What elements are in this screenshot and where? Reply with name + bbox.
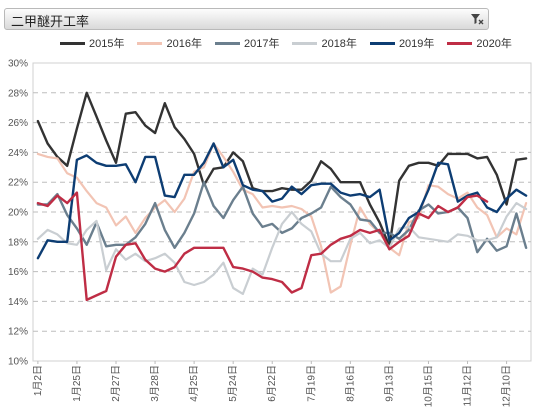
legend-swatch xyxy=(292,41,318,45)
y-tick-label: 14% xyxy=(8,297,28,308)
filter-clear-icon[interactable] xyxy=(470,12,484,26)
legend-swatch xyxy=(447,41,473,45)
y-tick-label: 24% xyxy=(8,148,28,159)
legend-swatch xyxy=(137,41,163,45)
x-tick-label: 1月25日 xyxy=(71,365,83,402)
series-line-2019年 xyxy=(36,142,528,260)
x-tick-label: 3月28日 xyxy=(149,365,161,402)
legend-item: 2016年 xyxy=(137,35,202,51)
legend-swatch xyxy=(369,41,395,45)
chart-legend: 2015年 2016年 2017年 2018年 2019年 2020年 xyxy=(60,35,525,51)
y-tick-label: 26% xyxy=(8,118,28,129)
legend-label: 2016年 xyxy=(166,38,202,50)
legend-item: 2015年 xyxy=(60,35,124,51)
chart-title-bar: 二甲醚开工率 xyxy=(4,8,489,30)
legend-label: 2020年 xyxy=(476,38,512,50)
x-tick-label: 7月19日 xyxy=(305,365,317,402)
x-tick-label: 11月12日 xyxy=(462,365,474,407)
x-tick-label: 9月13日 xyxy=(383,365,395,402)
series-line-2017年 xyxy=(36,180,528,254)
chart-title: 二甲醚开工率 xyxy=(11,14,90,29)
y-tick-label: 22% xyxy=(8,178,28,189)
y-tick-label: 18% xyxy=(8,237,28,248)
x-tick-label: 10月15日 xyxy=(422,365,434,407)
legend-item: 2019年 xyxy=(369,35,435,51)
x-tick-label: 1月2日 xyxy=(32,365,44,396)
legend-item: 2020年 xyxy=(447,35,512,51)
series-line-2020年 xyxy=(36,191,489,302)
legend-swatch xyxy=(214,41,240,45)
series-line-2016年 xyxy=(36,142,528,294)
y-tick-label: 16% xyxy=(8,267,28,278)
legend-item: 2018年 xyxy=(292,35,357,51)
legend-label: 2018年 xyxy=(321,38,357,50)
y-tick-label: 12% xyxy=(8,327,28,338)
x-tick-label: 5月24日 xyxy=(227,365,239,402)
y-tick-label: 20% xyxy=(8,208,28,219)
legend-label: 2019年 xyxy=(398,38,435,50)
y-tick-label: 28% xyxy=(8,88,28,99)
legend-label: 2015年 xyxy=(89,38,125,50)
y-tick-label: 30% xyxy=(8,59,28,70)
series-line-2015年 xyxy=(36,91,528,248)
legend-item: 2017年 xyxy=(214,35,280,51)
x-tick-label: 12月10日 xyxy=(501,365,513,407)
y-tick-label: 10% xyxy=(8,357,28,368)
legend-label: 2017年 xyxy=(243,38,280,50)
x-tick-label: 2月27日 xyxy=(110,365,122,402)
legend-swatch xyxy=(60,41,85,45)
x-tick-label: 6月22日 xyxy=(266,365,278,402)
x-tick-label: 8月16日 xyxy=(344,365,356,402)
x-tick-label: 4月25日 xyxy=(188,365,200,402)
